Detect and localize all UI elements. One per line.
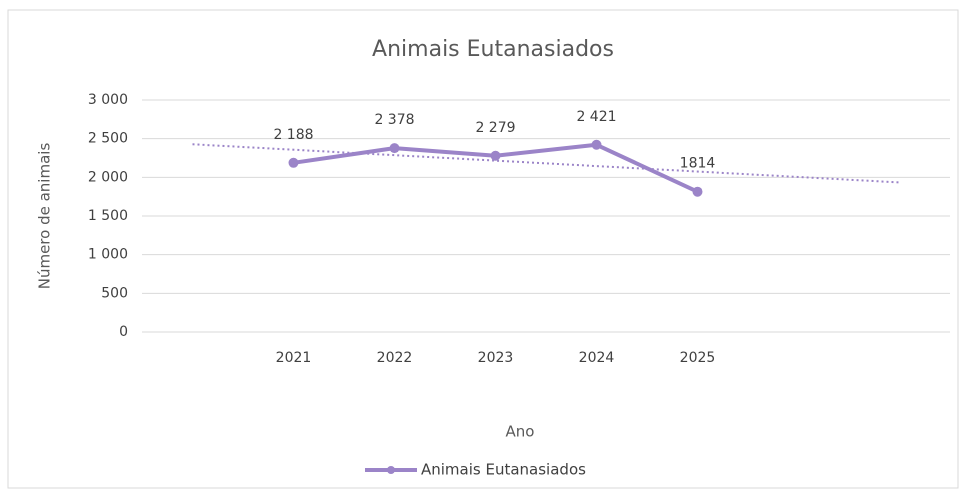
y-tick-label: 0 <box>119 324 128 340</box>
data-label: 2 279 <box>475 120 515 136</box>
chart-border <box>7 9 959 489</box>
x-tick-label: 2024 <box>579 350 615 366</box>
data-point <box>389 143 400 154</box>
data-label: 2 188 <box>273 127 313 143</box>
data-point <box>288 157 299 168</box>
y-tick-label: 2 500 <box>88 131 128 147</box>
data-label: 2 421 <box>576 109 616 125</box>
y-axis-title: Número de animais <box>36 143 54 290</box>
data-point <box>692 186 703 197</box>
x-tick-label: 2021 <box>276 350 312 366</box>
x-tick-label: 2022 <box>377 350 413 366</box>
x-tick-label: 2023 <box>478 350 514 366</box>
y-tick-label: 3 000 <box>88 92 128 108</box>
data-label: 1814 <box>680 156 716 172</box>
chart-title: Animais Eutanasiados <box>372 37 614 62</box>
y-tick-label: 1 500 <box>88 208 128 224</box>
y-tick-label: 2 000 <box>88 169 128 185</box>
legend-marker <box>387 466 395 474</box>
x-tick-label: 2025 <box>680 350 716 366</box>
legend-label: Animais Eutanasiados <box>421 461 586 479</box>
data-label: 2 378 <box>374 112 414 128</box>
trendline <box>192 143 900 184</box>
x-axis-title: Ano <box>506 423 535 441</box>
data-point <box>490 150 501 161</box>
data-point <box>591 139 602 150</box>
y-tick-label: 1 000 <box>88 247 128 263</box>
y-tick-label: 500 <box>101 285 128 301</box>
